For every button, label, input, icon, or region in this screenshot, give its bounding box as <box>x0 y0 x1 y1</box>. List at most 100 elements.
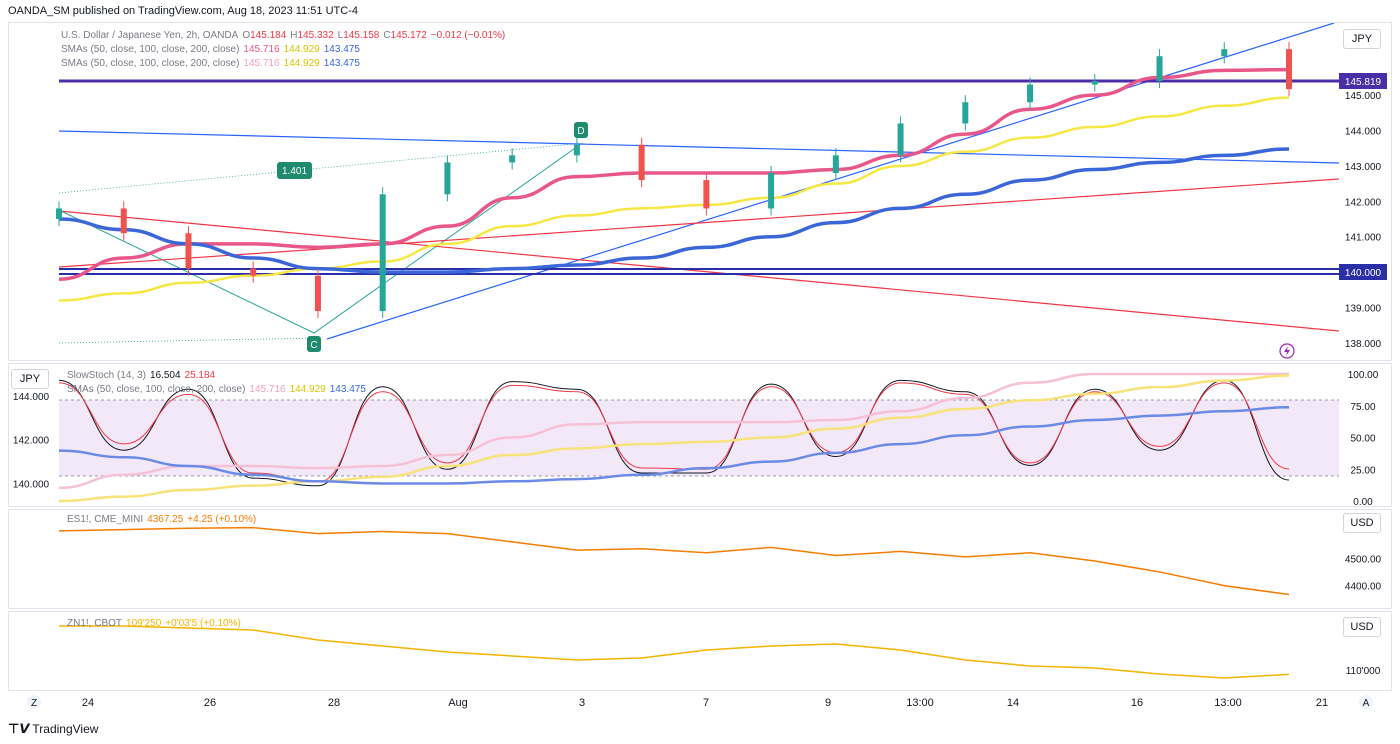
axis-tick-label: 110'000 <box>1346 666 1381 677</box>
candle <box>768 165 775 216</box>
candle <box>185 226 192 276</box>
currency-button-jpy-left[interactable]: JPY <box>11 369 49 389</box>
trendline-red-falling <box>58 210 1340 332</box>
time-tick-label: 7 <box>703 697 709 709</box>
time-tick-label: 13:00 <box>906 697 934 709</box>
svg-text:D: D <box>577 126 584 137</box>
price-chart[interactable]: D C 1.401 145.000144.000143.000142.00014… <box>9 23 1391 360</box>
zn-panel[interactable]: 110'000 ZN1!, CBOT 109'250 +0'03'5 (+0.10%… <box>8 611 1392 691</box>
es-legend: ES1!, CME_MINI 4367.25 +4.25 (+0.10%) <box>67 514 257 525</box>
stoch-panel[interactable]: 100.00 75.00 50.00 25.00 0.00 144.000 142.000 1… <box>8 363 1392 507</box>
candle <box>1221 42 1228 64</box>
svg-text:A: A <box>1363 698 1370 709</box>
tradingview-logo-icon: ⊤𝙑 <box>8 721 30 736</box>
time-tick-label: 16 <box>1131 697 1143 709</box>
symbol-title[interactable]: U.S. Dollar / Japanese Yen, 2h, OANDA <box>61 30 239 41</box>
stoch-tick-label: 0.00 <box>1353 497 1373 506</box>
stoch-overlay-sma-100 <box>58 374 1290 503</box>
zn-axis[interactable]: 110'000 <box>1346 666 1381 677</box>
es-chart[interactable]: 4500.00 4400.00 <box>9 510 1391 608</box>
auto-scale-button[interactable]: A <box>1359 695 1373 709</box>
svg-text:1.401: 1.401 <box>282 166 307 177</box>
price-tick-label: 142.000 <box>1345 197 1382 208</box>
lightning-icon[interactable] <box>1279 343 1295 359</box>
stoch-tick-label: 25.00 <box>1350 465 1375 476</box>
candle <box>1091 73 1098 92</box>
axis-tick-label: 4500.00 <box>1345 554 1382 565</box>
svg-text:C: C <box>310 340 317 351</box>
time-tick-label: 3 <box>579 697 585 709</box>
candle <box>444 155 451 202</box>
axis-tick-label: 4400.00 <box>1345 582 1382 593</box>
main-series-sma-100 <box>58 96 1290 302</box>
time-tick-label: 13:00 <box>1214 697 1242 709</box>
stoch-series-k <box>58 379 1290 487</box>
price-tick-label: 139.000 <box>1345 304 1382 315</box>
stoch-legend: SlowStoch (14, 3) 16.504 25.184 SMAs (50, … <box>67 370 366 395</box>
candle <box>56 201 62 227</box>
time-axis[interactable]: Z A 24 26 28 Aug 3 7 9 13:00 14 16 13:00 21 <box>0 692 1400 714</box>
candle <box>962 95 969 131</box>
currency-button-jpy[interactable]: JPY <box>1343 29 1381 49</box>
stoch-band <box>59 400 1339 476</box>
series-line-zn-lines <box>59 625 1290 679</box>
stoch-tick-label: 100.00 <box>1348 370 1379 381</box>
candle <box>250 261 257 283</box>
trendline-blue-falling <box>58 130 1340 164</box>
svg-text:Z: Z <box>31 698 37 709</box>
candle <box>1027 77 1034 110</box>
time-tick-label: 28 <box>328 697 340 709</box>
time-tick-label: Aug <box>448 697 468 709</box>
main-series-sma-200 <box>58 147 1290 274</box>
footer-brand[interactable]: ⊤𝙑 TradingView <box>8 719 98 739</box>
candle <box>573 137 580 163</box>
currency-button-usd-es[interactable]: USD <box>1343 513 1381 533</box>
candle <box>120 201 127 241</box>
price-axis[interactable]: 145.000 144.000 143.000 142.000 141.000 140.0… <box>1345 91 1382 350</box>
time-tick-label: 26 <box>204 697 216 709</box>
price-tick-label: 144.000 <box>1345 127 1382 138</box>
label-c: C <box>307 336 321 352</box>
candle <box>897 116 904 163</box>
zn-chart[interactable]: 110'000 <box>9 612 1391 690</box>
price-tick-label: 143.000 <box>1345 162 1382 173</box>
time-tick-label: 21 <box>1316 697 1328 709</box>
candle <box>509 148 516 170</box>
zoom-button[interactable]: Z <box>27 695 41 709</box>
stoch-overlay-sma-200 <box>58 406 1290 485</box>
candle <box>832 148 839 181</box>
time-tick-label: 14 <box>1007 697 1019 709</box>
es-axis[interactable]: 4500.00 4400.00 <box>1345 554 1382 592</box>
stoch-tick-label: 75.00 <box>1350 402 1375 413</box>
published-header: OANDA_SM published on TradingView.com, A… <box>8 5 358 17</box>
stoch-left-tick-label: 144.000 <box>13 392 50 403</box>
candle <box>314 268 321 319</box>
candle <box>379 187 386 319</box>
stoch-overlay-sma-50 <box>58 372 1289 490</box>
es-panel[interactable]: 4500.00 4400.00 ES1!, CME_MINI 4367.25 +4.2… <box>8 509 1392 609</box>
label-ratio: 1.401 <box>277 162 312 179</box>
harmonic-pattern <box>60 143 582 334</box>
series-line-es-lines <box>58 526 1290 596</box>
badge-140000: 140.000 <box>1339 264 1387 280</box>
currency-button-usd-zn[interactable]: USD <box>1343 617 1381 637</box>
candle <box>1156 49 1163 89</box>
main-legend: U.S. Dollar / Japanese Yen, 2h, OANDA O14… <box>61 30 506 69</box>
main-series-sma-50 <box>58 67 1290 281</box>
dotted-line-lower <box>58 337 320 344</box>
badge-145819: 145.819 <box>1339 73 1387 89</box>
svg-text:140.000: 140.000 <box>1345 268 1382 279</box>
stoch-axis[interactable]: 100.00 75.00 50.00 25.00 0.00 144.000 142.000 1… <box>13 370 1379 506</box>
price-panel[interactable]: D C 1.401 145.000 144.000 143.000 142.000 14… <box>8 22 1392 361</box>
stoch-left-tick-label: 142.000 <box>13 436 50 447</box>
stoch-left-tick-label: 140.000 <box>13 479 50 490</box>
price-tick-label: 141.000 <box>1345 233 1382 244</box>
time-tick-label: 24 <box>82 697 94 709</box>
candle <box>638 137 645 188</box>
candle <box>1286 42 1292 97</box>
candle <box>703 173 710 216</box>
price-tick-label: 138.000 <box>1345 339 1382 350</box>
stoch-chart[interactable]: 100.00 75.00 50.00 25.00 0.00 144.000 142.000 1… <box>9 364 1391 506</box>
dotted-line-upper <box>58 142 585 194</box>
stoch-tick-label: 50.00 <box>1350 434 1375 445</box>
